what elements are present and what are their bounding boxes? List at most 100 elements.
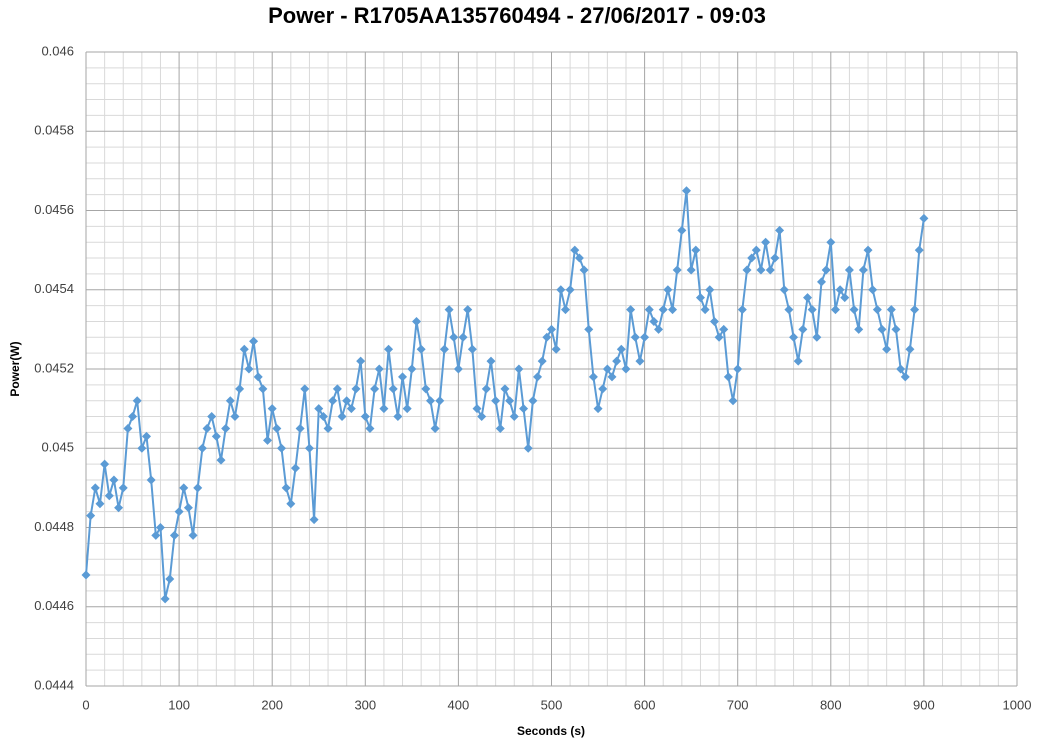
data-point: [910, 305, 920, 315]
data-point: [840, 293, 850, 303]
data-point: [407, 364, 417, 374]
data-point: [421, 384, 431, 394]
data-point: [914, 245, 924, 255]
y-tick-label: 0.0452: [34, 360, 74, 375]
data-point: [854, 324, 864, 334]
data-point: [849, 305, 859, 315]
data-point: [593, 404, 603, 414]
data-point: [714, 332, 724, 342]
x-tick-label: 900: [913, 697, 935, 712]
data-point: [267, 404, 277, 414]
data-point: [412, 316, 422, 326]
data-point: [253, 372, 263, 382]
data-point: [570, 245, 580, 255]
data-point: [137, 443, 147, 453]
data-point: [370, 384, 380, 394]
data-point: [365, 423, 375, 433]
data-point: [877, 324, 887, 334]
data-point: [872, 305, 882, 315]
data-point: [896, 364, 906, 374]
data-point: [681, 186, 691, 196]
y-tick-label: 0.0454: [34, 281, 74, 296]
data-point: [402, 404, 412, 414]
data-point: [547, 324, 556, 334]
data-point: [309, 515, 319, 525]
data-point: [346, 404, 356, 414]
data-point: [86, 511, 96, 521]
data-point: [654, 324, 664, 334]
data-point: [290, 463, 300, 473]
data-point: [691, 245, 701, 255]
x-tick-label: 300: [354, 697, 376, 712]
data-point: [803, 293, 813, 303]
data-point: [351, 384, 361, 394]
data-point: [477, 412, 487, 422]
data-point: [919, 213, 929, 223]
data-point: [281, 483, 291, 493]
data-point: [626, 305, 636, 315]
data-point: [728, 396, 738, 406]
data-point: [211, 431, 221, 441]
data-point: [695, 293, 705, 303]
y-axis-title: Power(W): [8, 341, 22, 396]
data-point: [528, 396, 538, 406]
data-point: [263, 435, 273, 445]
data-point: [342, 396, 352, 406]
data-point: [784, 305, 794, 315]
data-point: [146, 475, 156, 485]
data-point: [225, 396, 235, 406]
data-point: [519, 404, 529, 414]
data-point: [789, 332, 799, 342]
x-tick-label: 500: [541, 697, 563, 712]
data-point: [612, 356, 622, 366]
data-point: [737, 305, 747, 315]
y-tick-label: 0.0448: [34, 519, 74, 534]
data-point: [565, 285, 575, 295]
data-point: [863, 245, 873, 255]
x-tick-label: 1000: [1003, 697, 1032, 712]
y-tick-label: 0.0456: [34, 202, 74, 217]
data-point: [463, 305, 473, 315]
data-point: [388, 384, 398, 394]
data-point: [337, 412, 347, 422]
data-point: [686, 265, 696, 275]
data-point: [816, 277, 826, 287]
data-point: [128, 412, 138, 422]
data-point: [621, 364, 631, 374]
data-point: [742, 265, 752, 275]
x-tick-label: 0: [82, 697, 89, 712]
data-point: [384, 344, 394, 354]
data-point: [668, 305, 678, 315]
data-point: [705, 285, 715, 295]
data-point: [132, 396, 142, 406]
data-point: [775, 225, 785, 235]
data-point: [230, 412, 240, 422]
data-point: [551, 344, 561, 354]
data-point: [123, 423, 133, 433]
data-point: [598, 384, 608, 394]
data-point: [537, 356, 547, 366]
data-point: [882, 344, 892, 354]
data-point: [481, 384, 491, 394]
data-point: [835, 285, 845, 295]
data-point: [556, 285, 566, 295]
data-point: [500, 384, 510, 394]
data-point: [491, 396, 501, 406]
data-point: [328, 396, 338, 406]
data-point: [374, 364, 384, 374]
data-point: [505, 396, 515, 406]
data-point: [318, 412, 328, 422]
data-point: [286, 499, 296, 509]
data-point: [751, 245, 761, 255]
data-point: [467, 344, 477, 354]
y-tick-label: 0.045: [41, 440, 74, 455]
data-point: [733, 364, 743, 374]
x-tick-label: 800: [820, 697, 842, 712]
data-point: [193, 483, 203, 493]
data-point: [379, 404, 389, 414]
data-point: [104, 491, 114, 501]
x-tick-label: 400: [448, 697, 470, 712]
data-point: [188, 530, 198, 540]
data-point: [709, 316, 719, 326]
data-point: [886, 305, 896, 315]
